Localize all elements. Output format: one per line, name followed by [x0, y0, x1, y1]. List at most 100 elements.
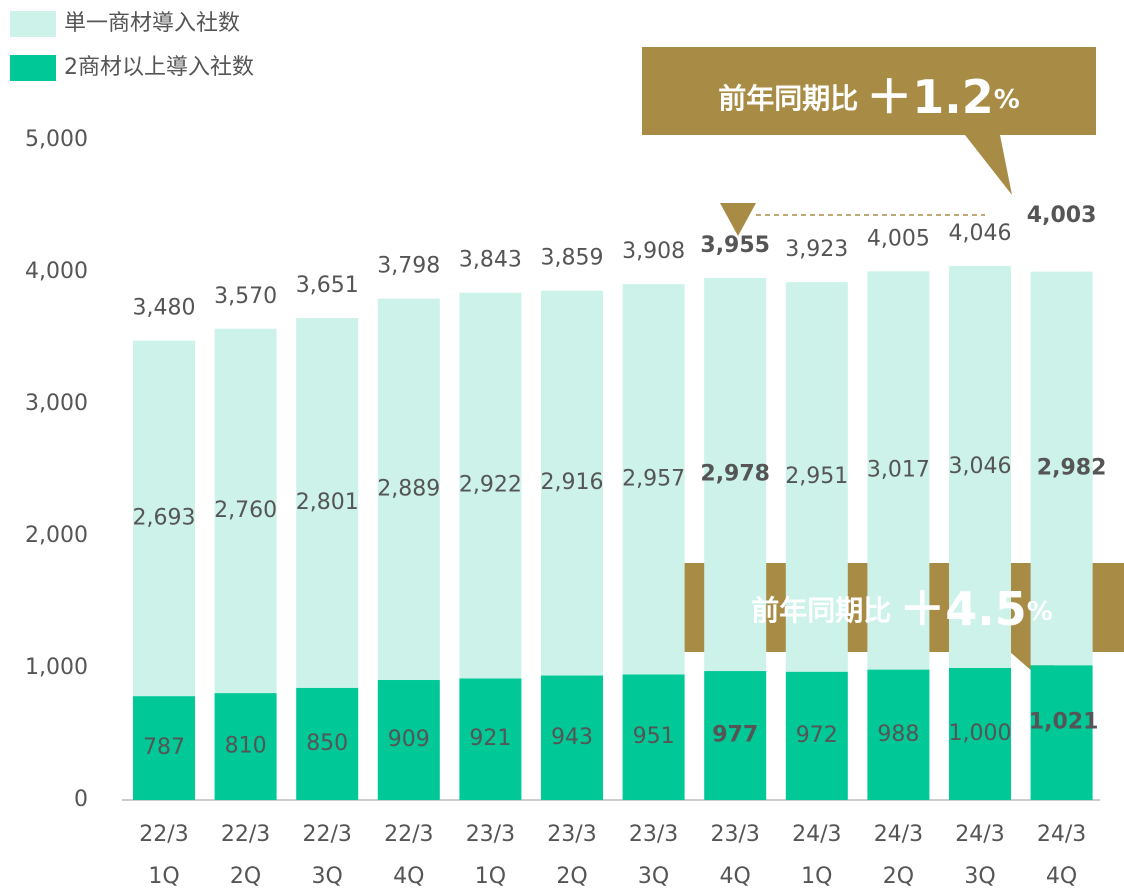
total-label: 3,798 [377, 254, 440, 279]
bar-segment [1030, 665, 1093, 800]
x-tick-label: 23/3 [547, 822, 596, 847]
bar-segment [133, 696, 195, 800]
total-label: 3,651 [296, 273, 359, 298]
segment-label: 951 [633, 724, 675, 749]
y-tick-label: 3,000 [25, 391, 88, 416]
x-tick-label: 23/3 [466, 822, 515, 847]
y-tick-label: 0 [74, 787, 88, 812]
x-tick-label: 23/3 [710, 822, 759, 847]
x-tick-label: 22/3 [302, 822, 351, 847]
segment-label: 850 [306, 731, 348, 756]
bar-segment [1030, 271, 1093, 666]
bar-segment [459, 292, 522, 679]
bar-segment [377, 680, 440, 800]
y-tick-label: 5,000 [25, 127, 88, 152]
annotation-part: ＋4.5 [899, 582, 1027, 636]
x-tick-label: 1Q [475, 864, 506, 889]
x-tick-label: 2Q [883, 864, 914, 889]
bar-segment [541, 675, 603, 800]
bar-segment [867, 271, 930, 670]
bar-segment [949, 265, 1011, 668]
annotation-part: 前年同期比 [718, 82, 858, 115]
segment-label: 2,982 [1037, 455, 1107, 480]
bar-segment [296, 687, 359, 800]
x-tick-label: 24/3 [955, 822, 1004, 847]
segment-label: 1,021 [1029, 710, 1099, 735]
annotation-part: % [1027, 597, 1053, 627]
x-tick-label: 22/3 [384, 822, 433, 847]
y-tick-label: 2,000 [25, 523, 88, 548]
segment-label: 977 [712, 723, 758, 748]
annotation-part: 前年同期比 [751, 594, 891, 627]
total-label: 3,859 [541, 246, 604, 271]
bar-segment [459, 678, 522, 800]
bar-segment [214, 693, 277, 800]
total-label: 4,003 [1027, 203, 1097, 228]
bar-segment [704, 277, 767, 672]
segment-label: 909 [388, 727, 430, 752]
x-tick-label: 24/3 [1037, 822, 1086, 847]
segment-label: 2,978 [700, 461, 770, 486]
legend-label: 単一商材導入社数 [64, 11, 240, 36]
total-label: 3,923 [785, 237, 848, 262]
bar-segment [214, 328, 277, 694]
total-label: 4,005 [867, 226, 930, 251]
segment-label: 810 [225, 734, 267, 759]
segment-label: 2,801 [296, 490, 359, 515]
x-tick-label: 4Q [720, 864, 751, 889]
segment-label: 2,916 [541, 470, 604, 495]
bar-segment [785, 282, 848, 672]
annotation: 前年同期比 ＋1.2% [718, 70, 1020, 124]
segment-label: 2,889 [377, 476, 440, 501]
bar-segment [949, 668, 1011, 800]
bar-segment [377, 298, 440, 681]
segment-label: 2,957 [622, 466, 685, 491]
total-label: 3,570 [214, 284, 277, 309]
segment-label: 921 [469, 726, 511, 751]
segment-label: 2,922 [459, 473, 522, 498]
bar-segment [296, 318, 359, 688]
x-tick-label: 4Q [393, 864, 424, 889]
segment-label: 3,046 [949, 454, 1012, 479]
bar-segment [867, 669, 930, 800]
total-label: 3,843 [459, 248, 522, 273]
total-label: 4,046 [949, 221, 1012, 246]
x-tick-label: 24/3 [874, 822, 923, 847]
bar-segment [785, 671, 848, 800]
total-label: 3,955 [700, 233, 770, 258]
segment-label: 988 [877, 722, 919, 747]
marker [720, 203, 756, 236]
x-tick-label: 23/3 [629, 822, 678, 847]
y-tick-label: 4,000 [25, 259, 88, 284]
legend-swatch [10, 11, 56, 37]
bar-segment [622, 284, 685, 675]
annotation: 前年同期比 ＋4.5% [751, 582, 1053, 636]
bar-segment [704, 671, 767, 800]
x-tick-label: 22/3 [139, 822, 188, 847]
legend-label: 2商材以上導入社数 [64, 55, 254, 80]
annotation-part: ＋1.2 [866, 70, 994, 124]
bar-segment [133, 340, 195, 697]
x-tick-label: 4Q [1046, 864, 1077, 889]
y-tick-label: 1,000 [25, 655, 88, 680]
bar-segment [541, 290, 603, 676]
segment-label: 1,000 [949, 721, 1012, 746]
x-tick-label: 1Q [801, 864, 832, 889]
total-label: 3,480 [133, 296, 196, 321]
x-tick-label: 22/3 [221, 822, 270, 847]
x-tick-label: 3Q [312, 864, 343, 889]
segment-label: 943 [551, 725, 593, 750]
bar-segment [622, 674, 685, 800]
x-tick-label: 2Q [230, 864, 261, 889]
segment-label: 2,693 [133, 505, 196, 530]
segment-label: 2,951 [785, 464, 848, 489]
total-label: 3,908 [622, 239, 685, 264]
legend-swatch [10, 55, 56, 81]
annotation-part: % [994, 85, 1020, 115]
x-tick-label: 24/3 [792, 822, 841, 847]
segment-label: 2,760 [214, 498, 277, 523]
segment-label: 972 [796, 723, 838, 748]
annotation-box [642, 47, 1096, 195]
x-tick-label: 3Q [638, 864, 669, 889]
